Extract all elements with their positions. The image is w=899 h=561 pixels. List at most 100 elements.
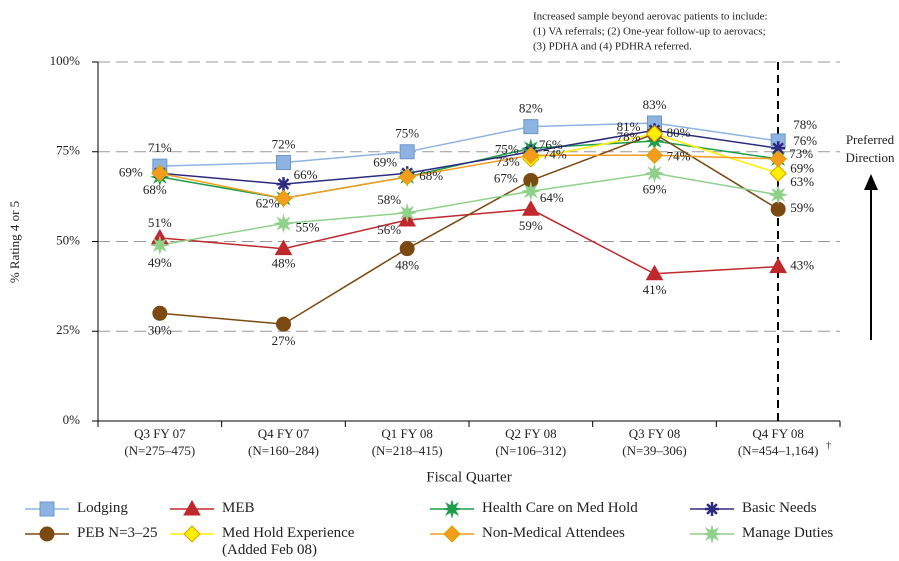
legend-item: Med Hold Experience (Added Feb 08): [170, 525, 370, 559]
data-label: 74%: [667, 148, 691, 163]
y-tick-label: 50%: [56, 232, 80, 247]
x-tick-sublabel: (N=218–415): [372, 443, 443, 458]
x-tick-sublabel: (N=275–475): [124, 443, 195, 458]
marker: [443, 525, 461, 543]
data-label: 81%: [617, 119, 641, 134]
marker: [522, 146, 540, 165]
legend-swatch: [25, 501, 69, 517]
data-label: 41%: [643, 282, 667, 297]
legend-swatch: [430, 500, 474, 518]
data-label: 69%: [119, 164, 143, 179]
marker: [769, 164, 787, 182]
data-label: 73%: [789, 146, 813, 161]
series-line: [159, 154, 779, 200]
series-line: [159, 172, 779, 246]
legend-label: Basic Needs: [742, 500, 817, 516]
data-label: 69%: [643, 181, 667, 196]
data-label: 78%: [793, 117, 817, 132]
marker: [183, 525, 201, 543]
marker: [645, 125, 664, 143]
data-label: 49%: [148, 255, 172, 270]
marker: [705, 502, 719, 516]
data-label: 48%: [272, 256, 296, 271]
legend-swatch: [690, 502, 734, 516]
footnote-mark: †: [826, 440, 831, 451]
legend-label: Manage Duties: [742, 525, 834, 541]
series-line: [159, 122, 779, 167]
series-line: [159, 132, 779, 325]
annotation: Increased sample beyond aerovac patients…: [533, 11, 768, 23]
marker: [397, 202, 418, 223]
x-tick-sublabel: (N=160–284): [248, 443, 319, 458]
legend-swatch: [25, 526, 69, 542]
x-tick-sublabel: (N=39–306): [622, 443, 686, 458]
data-label: 73%: [496, 154, 520, 169]
marker: [442, 500, 462, 518]
marker: [769, 257, 788, 274]
data-label: 56%: [377, 222, 401, 237]
data-label: 68%: [143, 182, 167, 197]
legend-item: Basic Needs: [690, 500, 890, 518]
annotation: (3) PDHA and (4) PDHRA referred.: [533, 41, 692, 53]
data-label: 30%: [148, 322, 172, 337]
data-label: 80%: [667, 125, 691, 140]
data-label: 83%: [643, 97, 667, 112]
marker: [276, 316, 291, 332]
data-label: 62%: [256, 195, 280, 210]
y-tick-label: 25%: [56, 322, 80, 337]
marker: [273, 213, 294, 234]
legend-item: Non-Medical Attendees: [430, 525, 680, 543]
data-label: 69%: [790, 160, 814, 175]
marker: [523, 119, 539, 135]
data-label: 82%: [519, 101, 543, 116]
marker: [276, 155, 291, 171]
marker: [645, 264, 664, 281]
data-label: 63%: [790, 174, 814, 189]
legend-label: Health Care on Med Hold: [482, 500, 638, 516]
marker: [520, 181, 541, 202]
legend-swatch: [170, 525, 214, 543]
y-tick-label: 100%: [50, 53, 81, 68]
legend-item: Manage Duties: [690, 525, 890, 543]
data-label: 72%: [272, 137, 296, 152]
legend-item: Health Care on Med Hold: [430, 500, 680, 518]
marker: [645, 146, 664, 165]
x-axis-label: Fiscal Quarter: [426, 469, 511, 485]
x-tick-label: Q3 FY 07: [134, 426, 186, 441]
marker: [644, 163, 665, 184]
marker: [149, 235, 170, 255]
data-label: 59%: [519, 218, 543, 233]
marker: [398, 168, 416, 186]
x-tick-label: Q2 FY 08: [505, 426, 557, 441]
direction-note: Direction: [845, 150, 895, 165]
x-tick-label: Q1 FY 08: [381, 426, 433, 441]
marker: [702, 525, 722, 543]
y-tick-label: 75%: [56, 143, 80, 158]
marker: [39, 501, 55, 517]
x-tick-label: Q4 FY 07: [258, 426, 310, 441]
data-label: 48%: [395, 258, 419, 273]
data-label: 59%: [790, 200, 814, 215]
legend-swatch: [430, 525, 474, 543]
series-line: [159, 129, 779, 185]
data-label: 27%: [272, 333, 296, 348]
data-label: 43%: [790, 258, 814, 273]
legend-label: Lodging: [77, 500, 128, 516]
legend-item: Lodging: [25, 500, 175, 518]
marker: [151, 164, 169, 182]
legend-label: Non-Medical Attendees: [482, 525, 625, 541]
marker: [39, 526, 55, 542]
data-label: 75%: [395, 126, 419, 141]
data-label: 74%: [543, 146, 567, 161]
data-label: 66%: [294, 167, 318, 182]
data-label: 78%: [617, 129, 641, 144]
marker: [152, 305, 168, 321]
marker: [771, 141, 786, 156]
data-label: 55%: [296, 220, 320, 235]
x-tick-label: Q4 FY 08: [752, 426, 804, 441]
marker: [183, 500, 201, 516]
data-label: 51%: [148, 215, 172, 230]
data-label: 68%: [419, 168, 443, 183]
annotation: (1) VA referrals; (2) One-year follow-up…: [533, 26, 766, 38]
